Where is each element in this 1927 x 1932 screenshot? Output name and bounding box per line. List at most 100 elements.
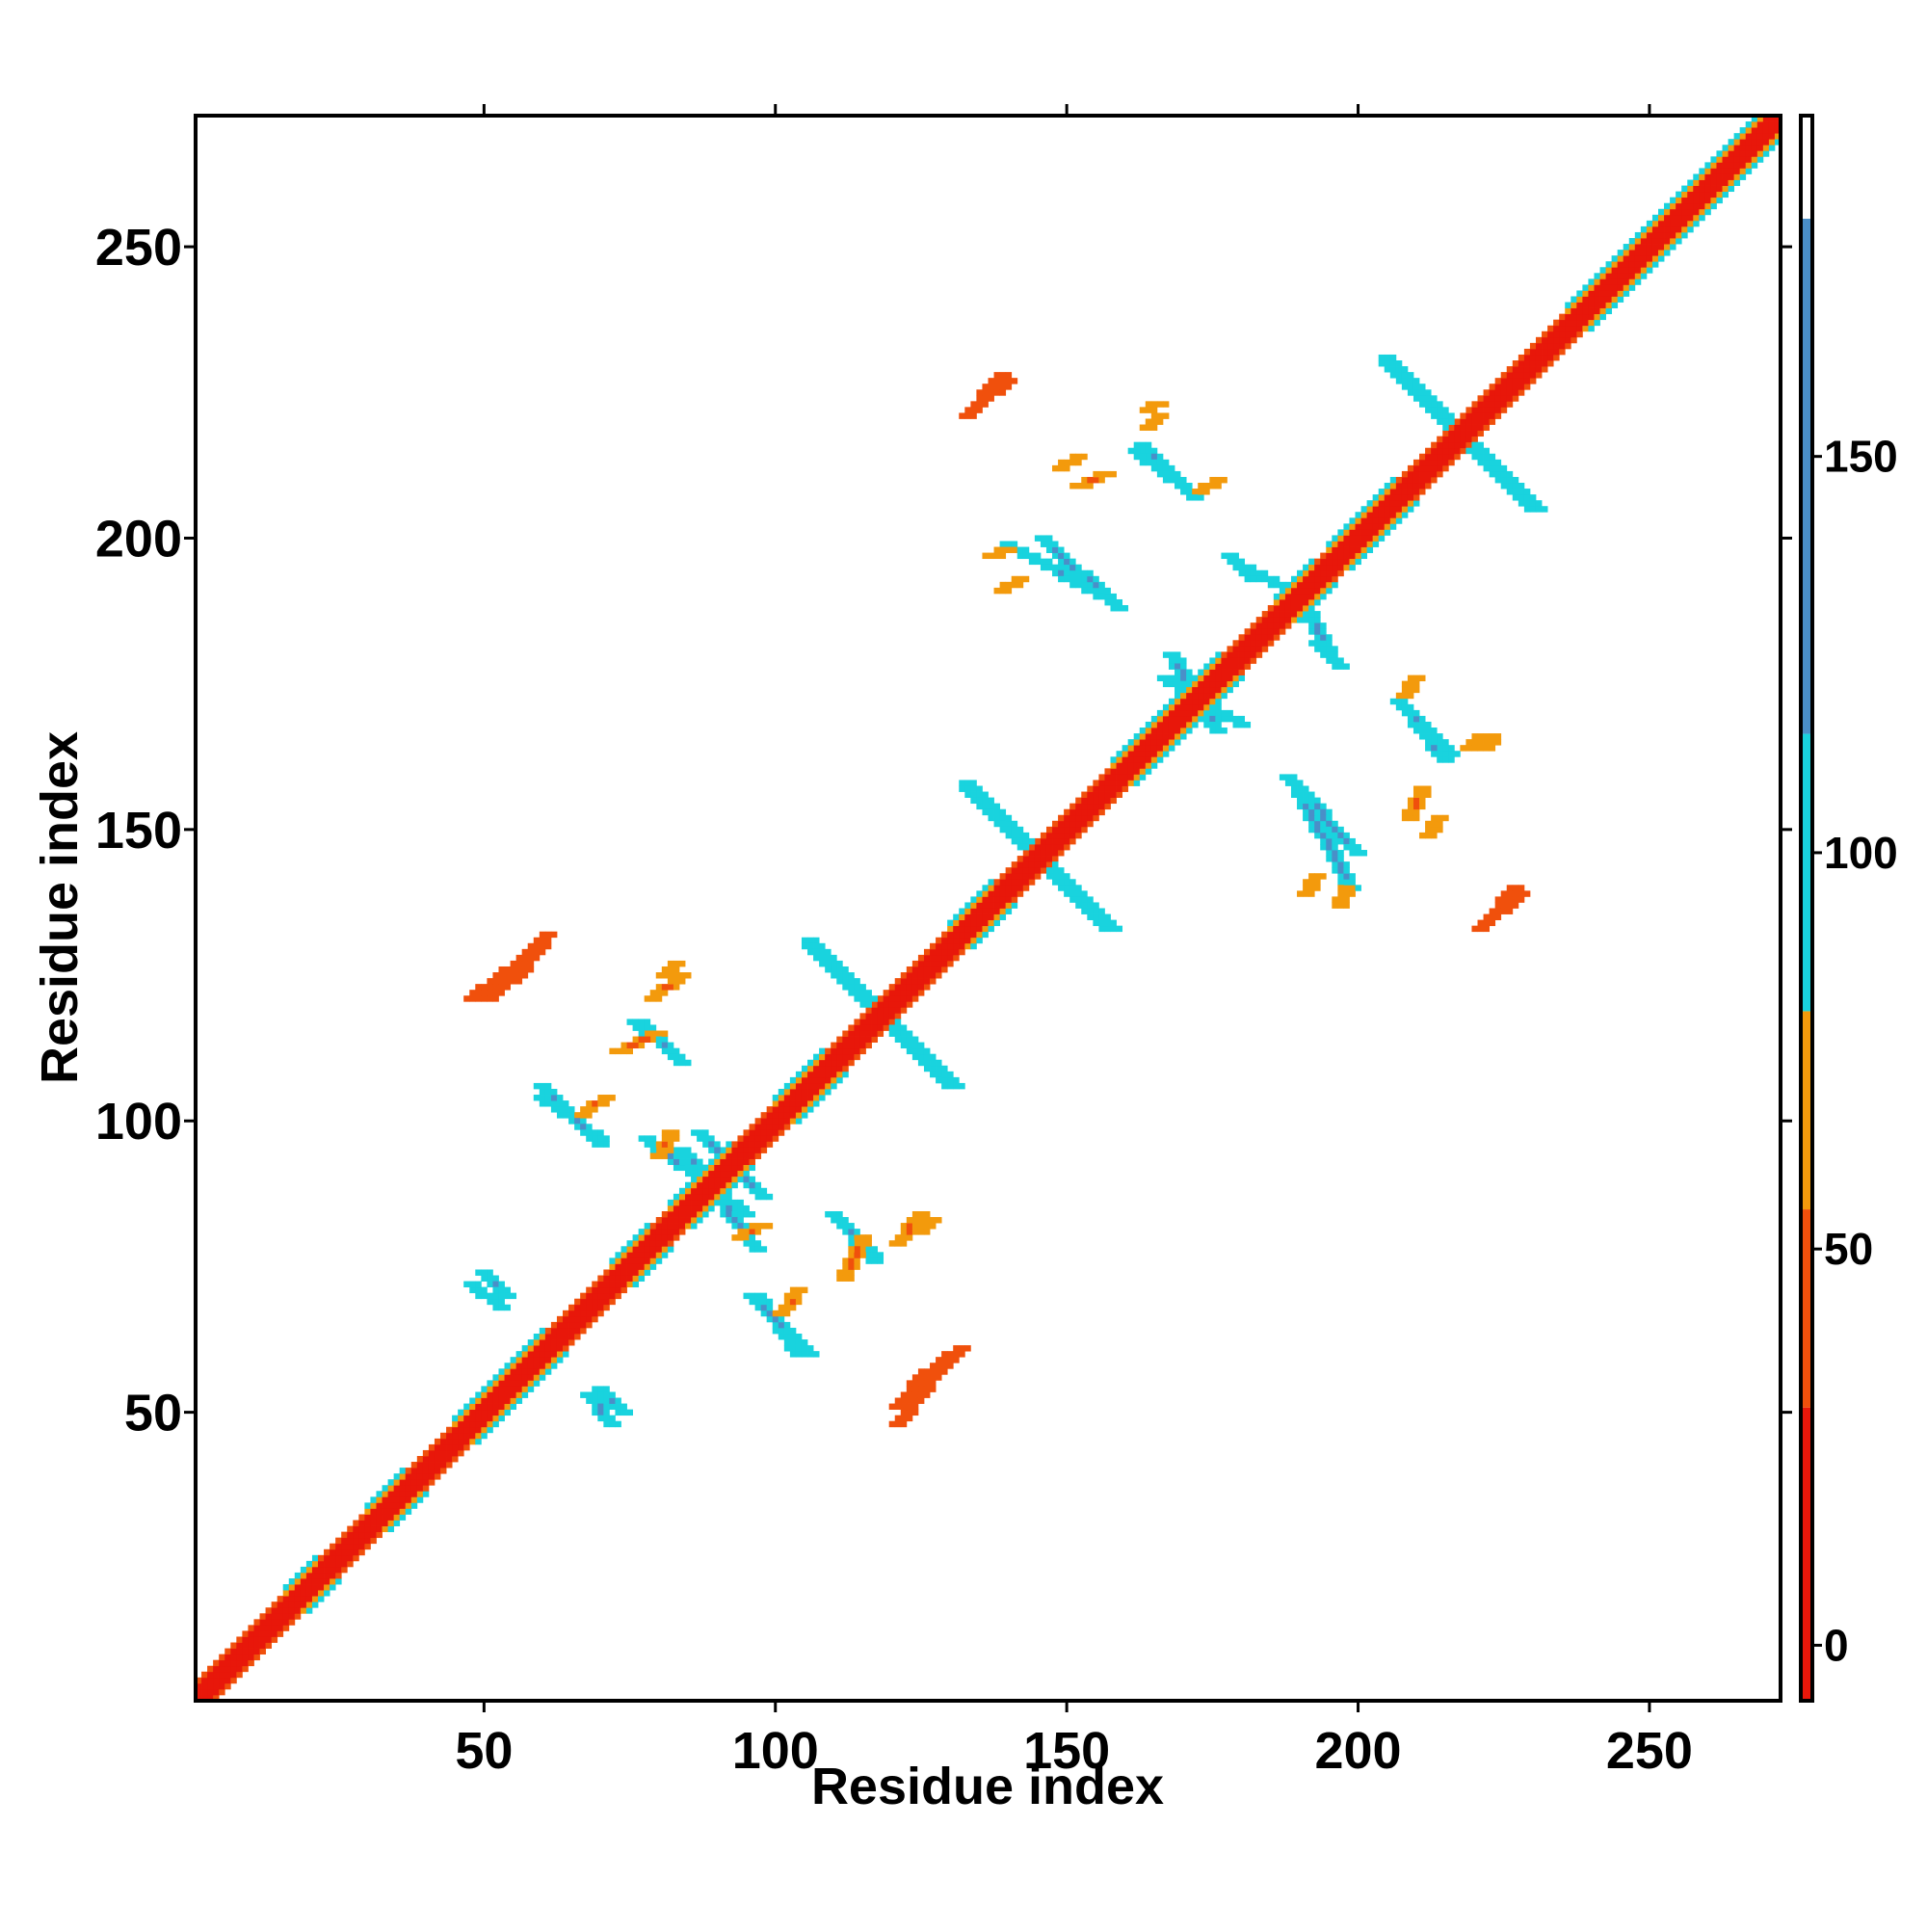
heatmap-cell (393, 1520, 401, 1526)
heatmap-cell (282, 1625, 290, 1631)
heatmap-cell (1739, 150, 1747, 157)
heatmap-cell (1203, 680, 1210, 688)
heatmap-cell (521, 972, 529, 979)
heatmap-cell (1180, 489, 1187, 495)
heatmap-cell (1471, 418, 1478, 425)
heatmap-cell (1290, 617, 1298, 623)
heatmap-cell (1343, 546, 1350, 553)
heatmap-cell (563, 1327, 569, 1335)
heatmap-cell (859, 990, 866, 996)
heatmap-cell (667, 972, 674, 979)
heatmap-cell (1448, 751, 1455, 757)
heatmap-cell (1081, 896, 1088, 903)
heatmap-cell (848, 1252, 855, 1258)
heatmap-cell (801, 1339, 808, 1346)
heatmap-cell (953, 1351, 960, 1358)
heatmap-cell (714, 1193, 721, 1201)
heatmap-cell (1156, 470, 1164, 478)
heatmap-cell (1034, 535, 1042, 542)
heatmap-cell (1535, 342, 1543, 350)
heatmap-cell (1401, 686, 1409, 694)
heatmap-cell (1087, 587, 1094, 595)
heatmap-cell (592, 1141, 598, 1148)
heatmap-cell (754, 1223, 762, 1230)
heatmap-cell (1378, 354, 1386, 361)
heatmap-cell (469, 1281, 476, 1288)
heatmap-cell (865, 1257, 872, 1264)
heatmap-cell (877, 1257, 884, 1264)
heatmap-cell (1401, 366, 1409, 373)
heatmap-cell (1401, 476, 1409, 484)
heatmap-cell (813, 1082, 820, 1090)
heatmap-cell (224, 1682, 231, 1690)
heatmap-cell (1303, 593, 1309, 600)
heatmap-cell (1401, 470, 1409, 478)
heatmap-cell (1186, 709, 1193, 717)
heatmap-cell (1471, 447, 1478, 455)
heatmap-cell (854, 1234, 860, 1241)
heatmap-cell (1425, 389, 1432, 396)
heatmap-cell (1437, 820, 1443, 828)
heatmap-cell (1494, 476, 1502, 484)
heatmap-cell (1016, 843, 1024, 851)
heatmap-cell (917, 1047, 925, 1055)
heatmap-cell (318, 1560, 325, 1568)
heatmap-cell (1483, 453, 1491, 461)
heatmap-cell (469, 990, 476, 996)
heatmap-cell (917, 1374, 925, 1381)
heatmap-cell (527, 1374, 535, 1381)
heatmap-cell (691, 1193, 698, 1201)
heatmap-cell (1670, 231, 1676, 239)
heatmap-cell (1075, 459, 1082, 466)
heatmap-cell (1175, 709, 1181, 717)
heatmap-cell (1308, 569, 1315, 577)
heatmap-cell (673, 1193, 680, 1201)
heatmap-cell (1664, 250, 1671, 256)
heatmap-cell (678, 978, 686, 985)
heatmap-cell (673, 1234, 680, 1241)
heatmap-cell (1442, 412, 1449, 419)
heatmap-cell (1303, 598, 1309, 606)
heatmap-cell (836, 972, 843, 979)
heatmap-cell (230, 1654, 237, 1661)
heatmap-cell (871, 1013, 878, 1019)
heatmap-cell (422, 1479, 430, 1486)
heatmap-cell (1337, 902, 1344, 909)
heatmap-cell (568, 1304, 575, 1311)
heatmap-cell (1739, 145, 1747, 151)
heatmap-cell (1693, 220, 1700, 227)
heatmap-cell (574, 1315, 581, 1323)
heatmap-cell (580, 1327, 587, 1335)
heatmap-cell (1150, 745, 1158, 752)
heatmap-cell (1704, 208, 1711, 216)
heatmap-cell (1081, 476, 1088, 484)
heatmap-cell (930, 1380, 937, 1387)
heatmap-cell (1175, 733, 1181, 740)
heatmap-cell (1011, 902, 1018, 909)
heatmap-cell (801, 1095, 808, 1101)
heatmap-cell (1005, 826, 1013, 834)
heatmap-cell (1261, 611, 1269, 618)
heatmap-cell (1640, 267, 1648, 274)
heatmap-cell (1087, 575, 1094, 583)
heatmap-cell (1419, 675, 1426, 682)
heatmap-cell (592, 1310, 598, 1317)
heatmap-cell (563, 1333, 569, 1340)
heatmap-cell (533, 1082, 541, 1090)
heatmap-cell (1069, 564, 1076, 571)
heatmap-cell (970, 407, 977, 413)
heatmap-cell (661, 984, 669, 991)
heatmap-cell (1412, 500, 1420, 507)
heatmap-cell (1069, 483, 1076, 490)
heatmap-cell (574, 1327, 581, 1335)
heatmap-cell (1658, 231, 1665, 239)
heatmap-cell (1290, 785, 1298, 792)
heatmap-cell (1412, 675, 1420, 682)
heatmap-cell (1378, 523, 1386, 530)
heatmap-cell (410, 1479, 418, 1486)
heatmap-cell (1052, 541, 1059, 547)
heatmap-cell (941, 1368, 948, 1375)
heatmap-cell (1198, 680, 1204, 688)
heatmap-cell (911, 966, 919, 973)
heatmap-cell (1314, 646, 1321, 652)
